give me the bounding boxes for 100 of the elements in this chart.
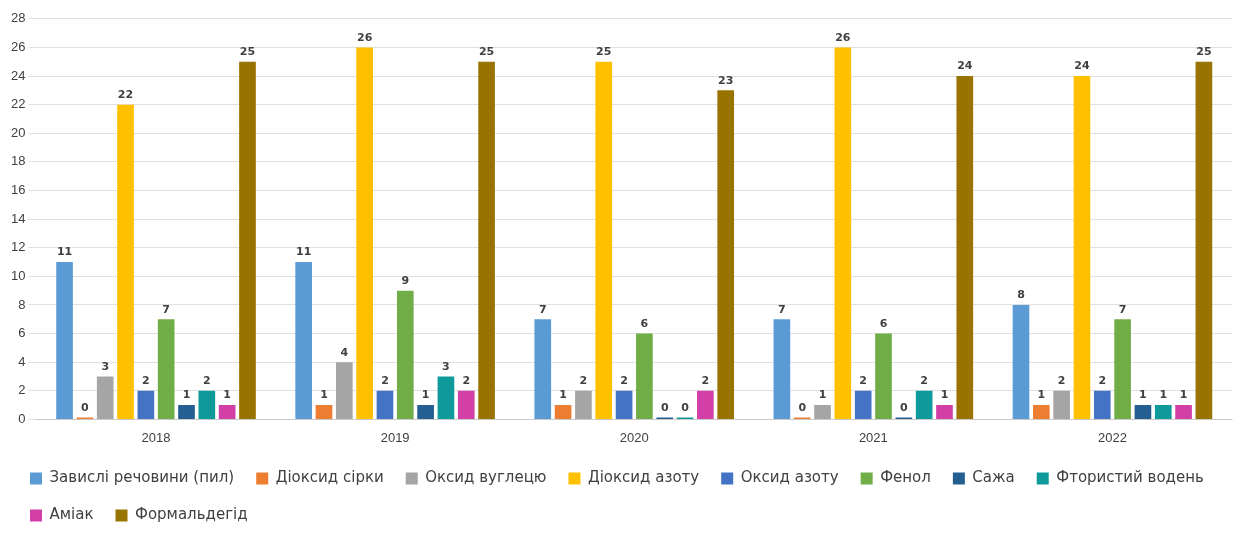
data-label: 1 [1139, 388, 1147, 402]
bar [636, 333, 653, 419]
bar [875, 333, 892, 419]
y-tick-label: 26 [10, 38, 26, 54]
data-label: 1 [818, 388, 827, 402]
bar [1195, 61, 1213, 419]
bar [717, 90, 735, 419]
y-tick-label: 2 [18, 382, 26, 398]
bar [1154, 405, 1172, 419]
data-label: 4 [340, 345, 349, 359]
data-label: 25 [596, 45, 612, 59]
bar [773, 319, 791, 419]
data-label: 2 [142, 374, 150, 388]
data-label: 1 [421, 388, 430, 402]
bar [854, 390, 872, 419]
bar [315, 405, 333, 419]
data-label: 22 [117, 88, 134, 101]
bar [137, 390, 155, 419]
bar [356, 47, 373, 419]
legend-label: Оксид вуглецю [425, 468, 547, 487]
legend-label: Фтористий водень [1056, 468, 1204, 487]
data-label: 2 [579, 374, 588, 388]
data-label: 23 [718, 73, 734, 87]
data-label: 0 [81, 400, 90, 414]
bar [198, 390, 216, 419]
y-tick-label: 12 [10, 239, 26, 255]
y-tick-label: 16 [10, 182, 26, 198]
data-label: 3 [101, 359, 110, 373]
bar [417, 405, 434, 419]
bar [1175, 405, 1192, 419]
data-label: 7 [162, 302, 170, 316]
bar [239, 61, 256, 419]
bar [157, 319, 175, 419]
bar [1012, 304, 1030, 419]
data-label: 1 [559, 388, 567, 402]
bar [457, 390, 475, 419]
data-label: 2 [620, 374, 628, 388]
data-label: 6 [640, 316, 649, 330]
data-label: 1 [182, 388, 191, 402]
y-tick-label: 24 [10, 67, 26, 83]
legend-label: Фенол [880, 468, 931, 487]
data-label: 1 [1159, 388, 1168, 402]
data-label: 1 [940, 388, 949, 402]
bar [1053, 390, 1070, 419]
y-tick-label: 4 [18, 353, 26, 369]
bar [96, 376, 114, 419]
data-label: 1 [1037, 388, 1046, 402]
legend-label: Діоксид сірки [275, 468, 384, 487]
y-tick-label: 14 [10, 210, 26, 226]
data-label: 11 [56, 245, 73, 259]
y-tick-label: 6 [18, 325, 26, 341]
data-label: 0 [900, 400, 908, 414]
data-label: 2 [859, 374, 867, 388]
data-label: 6 [879, 316, 888, 330]
bar [936, 405, 953, 419]
data-label: 25 [1196, 45, 1212, 59]
bar [335, 362, 353, 419]
data-label: 7 [778, 302, 786, 316]
bar [1114, 319, 1131, 419]
x-tick-label: 2019 [380, 429, 410, 445]
legend-label: Діоксид азоту [587, 468, 700, 487]
bar [615, 390, 633, 419]
bar [1032, 405, 1050, 419]
bar [178, 405, 195, 419]
data-label: 3 [442, 359, 450, 373]
data-label: 0 [681, 400, 690, 414]
x-tick-label: 2018 [141, 429, 171, 445]
bar [376, 390, 394, 419]
data-label: 2 [920, 374, 928, 388]
y-tick-label: 28 [10, 10, 26, 26]
bar [437, 376, 455, 419]
bar [575, 390, 592, 419]
bar [478, 61, 495, 419]
data-label: 1 [320, 388, 328, 402]
data-label: 24 [957, 59, 973, 73]
data-label: 26 [356, 30, 373, 44]
bar [834, 47, 852, 419]
legend-label: Завислі речовини (пил) [49, 468, 235, 487]
y-tick-label: 0 [18, 410, 26, 426]
bar [814, 405, 831, 419]
data-label: 1 [223, 388, 231, 402]
data-label: 11 [296, 245, 312, 259]
data-label: 0 [660, 400, 669, 414]
y-tick-label: 18 [10, 153, 26, 169]
data-label: 2 [701, 374, 710, 388]
bar [218, 405, 236, 419]
data-label: 7 [538, 302, 547, 316]
bar [534, 319, 552, 419]
data-label: 8 [1017, 288, 1025, 302]
data-label: 1 [1179, 388, 1188, 402]
data-label: 25 [239, 45, 256, 59]
bar [915, 390, 933, 419]
data-label: 2 [381, 374, 389, 388]
legend-label: Оксид азоту [740, 468, 839, 487]
legend-label: Формальдегід [135, 505, 248, 524]
bar [117, 104, 134, 419]
bar [396, 290, 414, 419]
data-label: 7 [1118, 302, 1127, 316]
bar [697, 390, 714, 419]
y-tick-label: 22 [10, 96, 26, 112]
